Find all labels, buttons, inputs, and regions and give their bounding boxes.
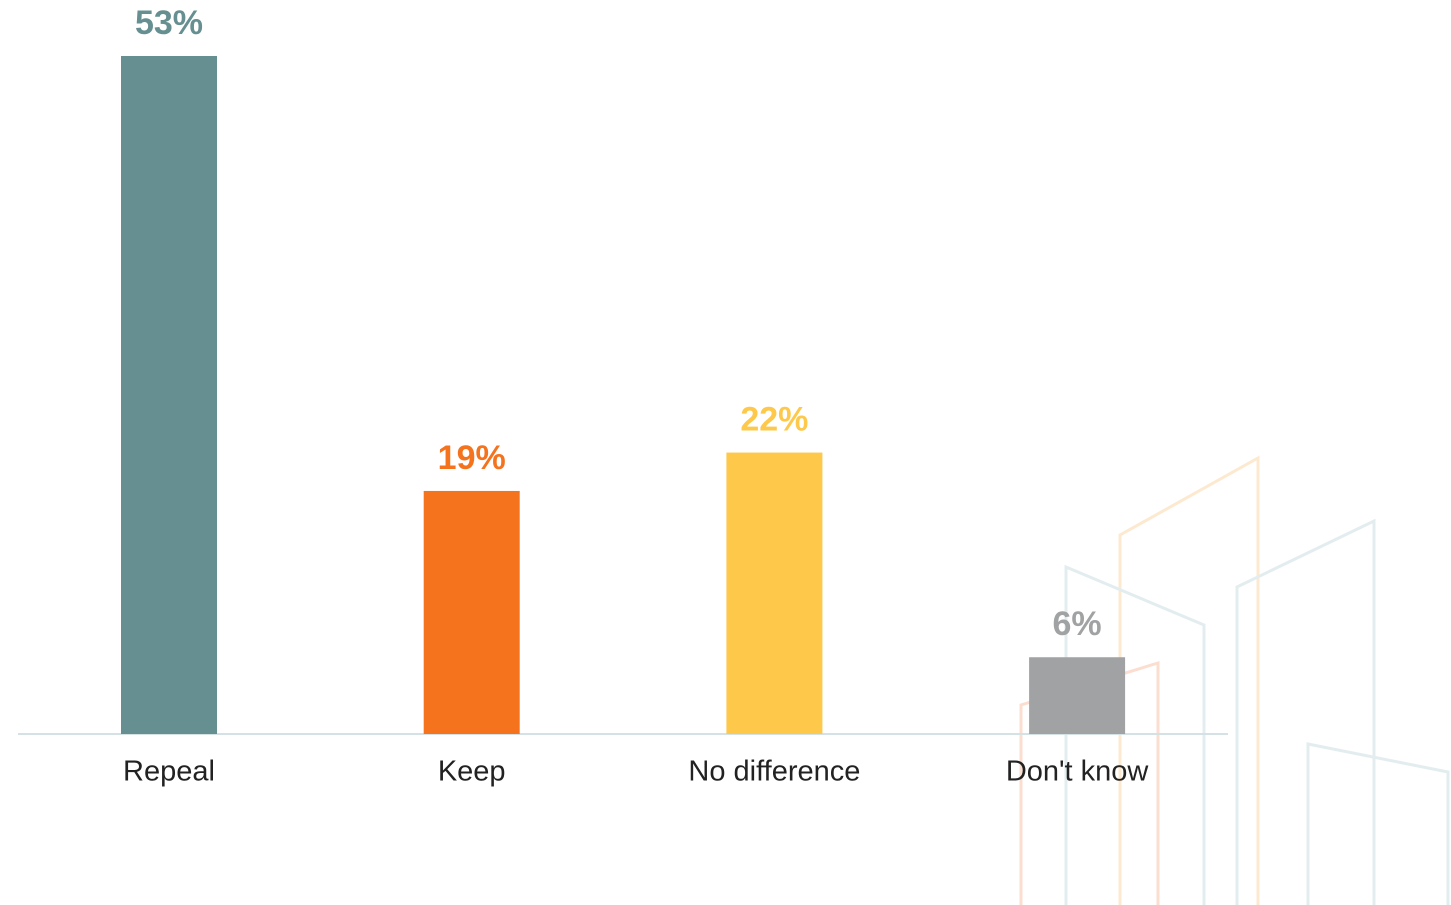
x-tick-label: Don't know <box>1006 756 1150 788</box>
background-decoration <box>1019 455 1450 905</box>
value-label: 6% <box>1053 605 1102 643</box>
value-label: 19% <box>438 439 506 477</box>
value-label: 22% <box>740 401 808 439</box>
x-tick-label: Keep <box>438 756 506 788</box>
x-tick-label: No difference <box>688 756 860 788</box>
value-label: 53% <box>135 4 203 42</box>
bar <box>423 490 520 734</box>
x-tick-label: Repeal <box>123 756 215 788</box>
bar <box>726 452 823 734</box>
bar <box>121 56 217 734</box>
bar <box>1029 657 1126 734</box>
